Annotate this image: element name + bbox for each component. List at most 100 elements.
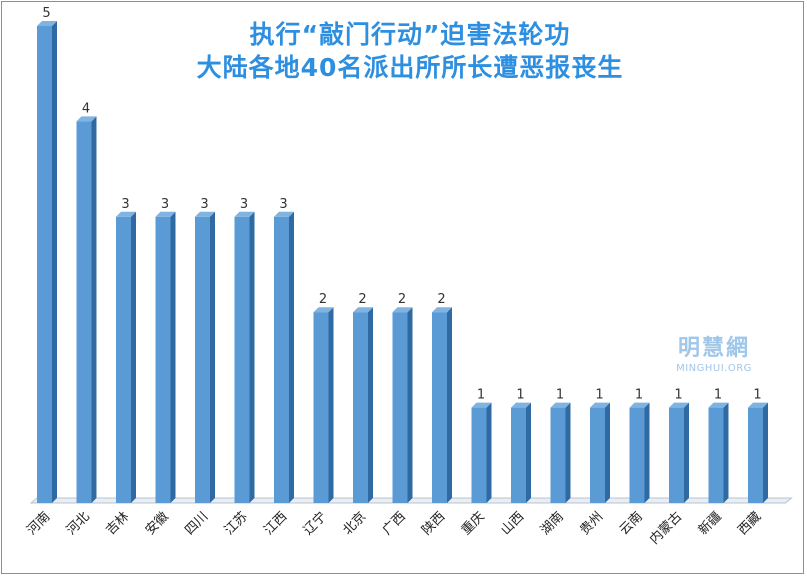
bar-front — [37, 26, 52, 503]
bar-side — [723, 402, 729, 503]
watermark-cn: 明慧網 — [677, 336, 750, 361]
bar-front — [313, 312, 329, 503]
bar-front — [274, 216, 289, 504]
bar-value-label: 1 — [753, 388, 761, 403]
bar-top — [432, 307, 452, 313]
category-label: 辽宁 — [300, 509, 330, 539]
bar-top — [234, 211, 255, 217]
bar-湖南: 1 — [550, 388, 571, 503]
bar-top — [116, 211, 136, 217]
bar-河北: 4 — [76, 101, 97, 504]
bar-辽宁: 2 — [313, 292, 334, 503]
bar-side — [131, 211, 136, 504]
category-label: 新疆 — [695, 509, 725, 539]
category-label: 四川 — [182, 509, 211, 538]
bar-front — [708, 407, 724, 503]
bar-front — [116, 216, 131, 504]
category-label: 广西 — [380, 509, 409, 538]
bar-重庆: 1 — [471, 388, 492, 503]
bar-side — [170, 211, 176, 504]
category-label: 北京 — [340, 509, 369, 538]
bar-side — [407, 307, 413, 503]
bar-front — [471, 407, 487, 503]
bar-value-label: 1 — [635, 388, 643, 403]
bar-江苏: 3 — [234, 197, 255, 504]
bar-front — [590, 407, 605, 503]
watermark-en: MINGHUI.ORG — [676, 363, 752, 374]
bar-value-label: 1 — [714, 388, 722, 403]
bar-side — [447, 307, 452, 503]
bar-side — [526, 402, 531, 503]
bar-value-label: 4 — [82, 101, 90, 116]
category-label: 江苏 — [221, 509, 251, 539]
chart-title-line-1: 执行“敲门行动”迫害法轮功 — [249, 20, 571, 49]
bar-value-label: 1 — [516, 388, 524, 403]
category-label: 河南 — [24, 509, 54, 539]
bar-top — [392, 307, 413, 313]
bar-value-label: 1 — [674, 388, 682, 403]
bar-value-label: 2 — [437, 292, 445, 307]
category-label: 陕西 — [419, 509, 448, 538]
bar-value-label: 3 — [240, 197, 248, 212]
bar-side — [289, 211, 294, 504]
category-label: 云南 — [616, 509, 646, 539]
bar-河南: 5 — [37, 6, 57, 503]
bar-side — [763, 402, 768, 503]
bar-top — [590, 402, 610, 408]
bar-side — [605, 402, 610, 503]
bar-top — [511, 402, 531, 408]
bar-top — [76, 116, 97, 122]
bar-front — [669, 407, 684, 503]
bar-front — [748, 407, 763, 503]
category-label: 湖南 — [537, 509, 567, 539]
category-label: 西藏 — [735, 509, 764, 538]
bar-云南: 1 — [629, 388, 650, 503]
bar-front — [155, 216, 171, 504]
bar-front — [550, 407, 566, 503]
bar-贵州: 1 — [590, 388, 610, 503]
bar-top — [471, 402, 492, 408]
bar-top — [550, 402, 571, 408]
bar-吉林: 3 — [116, 197, 136, 504]
category-label: 重庆 — [458, 509, 488, 539]
bar-top — [748, 402, 768, 408]
bar-top — [155, 211, 176, 217]
bar-top — [629, 402, 650, 408]
chart-title-line-2: 大陆各地40名派出所所长遭恶报丧生 — [196, 53, 624, 82]
bar-side — [249, 211, 255, 504]
bar-新疆: 1 — [708, 388, 729, 503]
bar-front — [511, 407, 526, 503]
bar-top — [274, 211, 294, 217]
bar-side — [684, 402, 689, 503]
bar-side — [644, 402, 650, 503]
category-label: 内蒙古 — [646, 509, 685, 548]
bar-side — [210, 211, 215, 504]
bar-side — [52, 21, 57, 503]
bar-front — [629, 407, 645, 503]
bar-front — [234, 216, 250, 504]
bar-value-label: 5 — [42, 6, 50, 21]
bar-side — [368, 307, 373, 503]
bar-内蒙古: 1 — [669, 388, 689, 503]
bar-front — [353, 312, 368, 503]
bar-四川: 3 — [195, 197, 215, 504]
chart-title: 执行“敲门行动”迫害法轮功 大陆各地40名派出所所长遭恶报丧生 — [150, 18, 670, 84]
bar-front — [392, 312, 408, 503]
bar-value-label: 3 — [161, 197, 169, 212]
bar-value-label: 2 — [319, 292, 327, 307]
bar-江西: 3 — [274, 197, 294, 504]
bar-广西: 2 — [392, 292, 413, 503]
bar-山西: 1 — [511, 388, 531, 503]
bar-value-label: 2 — [358, 292, 366, 307]
bar-top — [708, 402, 729, 408]
bar-安徽: 3 — [155, 197, 176, 504]
bar-front — [432, 312, 447, 503]
bar-top — [195, 211, 215, 217]
category-label: 山西 — [498, 509, 527, 538]
bar-side — [486, 402, 492, 503]
minghui-watermark: 明慧網 MINGHUI.ORG — [664, 330, 764, 374]
bar-side — [565, 402, 571, 503]
bar-top — [669, 402, 689, 408]
bar-front — [76, 121, 92, 504]
